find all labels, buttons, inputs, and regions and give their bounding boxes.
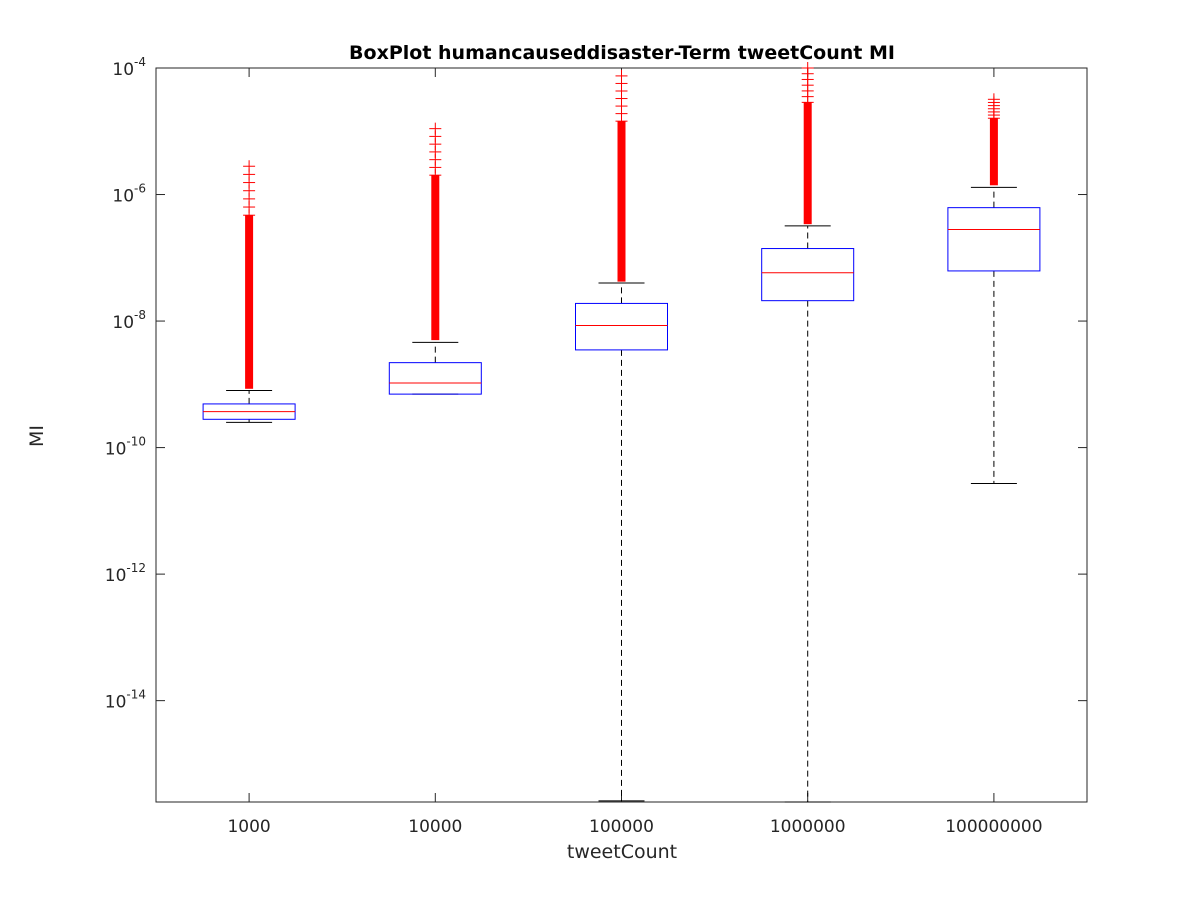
outlier-band [803, 102, 812, 225]
outlier-band [431, 175, 440, 341]
y-tick-label: 10-4 [112, 55, 146, 80]
x-axis-label: tweetCount [567, 841, 677, 863]
outlier-band [617, 121, 626, 282]
box-iqr [388, 362, 482, 395]
y-tick-label: 10-10 [105, 435, 146, 460]
y-axis-label: MI [26, 425, 48, 447]
x-tick-label: 100000000 [945, 817, 1042, 837]
y-tick-label: 10-6 [112, 182, 146, 207]
box-iqr [575, 302, 668, 351]
x-tick-label: 100000 [589, 817, 654, 837]
outlier-band [245, 215, 254, 389]
y-tick-label: 10-8 [112, 308, 146, 333]
box-iqr [947, 207, 1041, 272]
x-tick-label: 1000000 [770, 817, 846, 837]
plot-area: 10-14 10-12 10-10 10-8 10-6 10-4 1000 10000 1000… [105, 55, 1088, 837]
y-tick-label: 10-14 [105, 688, 146, 713]
chart-title: BoxPlot humancauseddisaster-Term tweetCo… [349, 42, 895, 64]
y-tick-label: 10-12 [105, 561, 146, 586]
outlier-band [989, 118, 998, 186]
x-tick-label: 1000 [227, 817, 270, 837]
box-iqr [761, 248, 855, 302]
x-tick-label: 10000 [408, 817, 462, 837]
